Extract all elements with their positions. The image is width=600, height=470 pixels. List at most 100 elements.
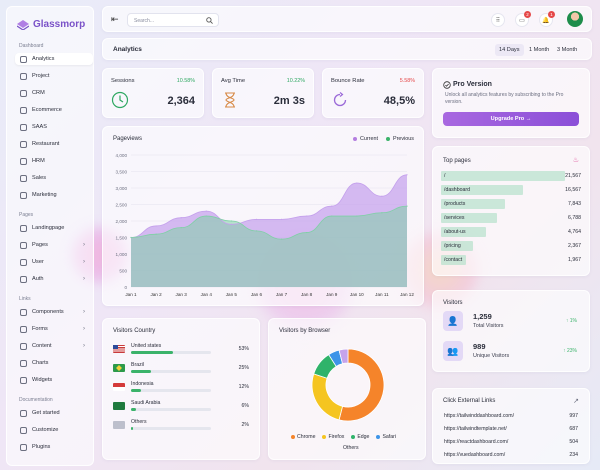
sidebar-item-project[interactable]: Project	[15, 70, 93, 82]
top-page-value: 2,367	[568, 243, 581, 249]
top-page-row[interactable]: /dashboard 16,567	[441, 185, 581, 195]
collapse-sidebar-icon[interactable]: ⇤	[111, 14, 119, 24]
top-page-row[interactable]: /about-us 4,764	[441, 227, 581, 237]
sidebar-item-sales[interactable]: Sales	[15, 172, 93, 184]
legend-previous[interactable]: Previous	[386, 136, 414, 142]
top-page-row[interactable]: /contact 1,967	[441, 255, 581, 265]
x-tick-label: Jan 4	[201, 292, 213, 297]
sidebar-item-ecommerce[interactable]: Ecommerce	[15, 104, 93, 116]
sidebar-item-plugins[interactable]: Plugins	[15, 441, 93, 453]
sidebar-item-restaurant[interactable]: Restaurant	[15, 138, 93, 150]
sidebar-item-analytics[interactable]: Analytics	[15, 53, 93, 65]
legend-safari[interactable]: Safari	[376, 434, 396, 440]
chevron-right-icon: ›	[83, 259, 85, 265]
sidebar-item-label: Landingpage	[32, 225, 65, 231]
sidebar-item-components[interactable]: Components ›	[15, 306, 93, 318]
notifications-button[interactable]: 🔔 1	[539, 11, 555, 27]
country-name: Saudi Arabia	[131, 400, 161, 406]
external-link-url[interactable]: https://reactdashboard.com/	[444, 439, 509, 445]
stat-label: Bounce Rate	[331, 78, 365, 84]
tab-3-month[interactable]: 3 Month	[557, 47, 578, 53]
messages-button[interactable]: ▭ 2	[515, 11, 531, 27]
country-row: Saudi Arabia 6%	[111, 400, 251, 416]
external-link-row[interactable]: https://tailwinddashboard.com/997	[441, 411, 581, 423]
data-point	[280, 218, 283, 220]
sidebar-item-label: Customize	[32, 427, 59, 433]
sidebar: Glassmorp Dashboard Analytics Project CRM Ec…	[6, 6, 94, 466]
donut-slice-firefox[interactable]	[311, 373, 344, 421]
chevron-right-icon: ›	[83, 242, 85, 248]
flag-us-icon	[113, 345, 125, 353]
top-page-row[interactable]: /products 7,843	[441, 199, 581, 209]
tab-1-month[interactable]: 1 Month	[529, 47, 550, 53]
donut-slice-others[interactable]	[338, 348, 349, 365]
sidebar-item-label: Charts	[32, 360, 49, 366]
stat-label: Sessions	[111, 78, 135, 84]
card-title: Top pages	[443, 158, 471, 164]
country-bar	[131, 351, 174, 354]
tab-14-days[interactable]: 14 Days	[495, 44, 524, 56]
legend-current[interactable]: Current	[353, 136, 378, 142]
x-tick-label: Jan 11	[375, 292, 389, 297]
series-line-current	[130, 174, 408, 238]
sidebar-item-marketing[interactable]: Marketing	[15, 189, 93, 201]
legend-chrome[interactable]: Chrome	[291, 434, 315, 440]
sidebar-item-auth[interactable]: Auth ›	[15, 273, 93, 285]
top-page-value: 21,567	[565, 173, 581, 179]
sidebar-item-label: Ecommerce	[32, 107, 62, 113]
legend-firefox[interactable]: Firefox	[322, 434, 344, 440]
country-percent: 6%	[241, 403, 250, 409]
sidebar-item-get-started[interactable]: Get started	[15, 407, 93, 419]
data-point	[230, 220, 232, 222]
external-link-icon[interactable]: ↗	[573, 398, 579, 405]
pageviews-card: Pageviews Current Previous 4,000 3,500 3,0…	[102, 126, 424, 306]
sidebar-item-label: Pages	[32, 242, 48, 248]
upgrade-pro-button[interactable]: Upgrade Pro →	[443, 112, 579, 126]
stat-value: 48,5%	[383, 95, 415, 107]
plugins-icon	[20, 443, 27, 451]
legend-edge[interactable]: Edge	[351, 434, 369, 440]
external-link-row[interactable]: https://reactdashboard.com/504	[441, 437, 581, 449]
card-title: Click External Links	[443, 398, 496, 404]
donut-slice-chrome[interactable]	[338, 348, 385, 422]
apps-grid-button[interactable]: ⠿	[491, 13, 505, 27]
sidebar-item-label: SAAS	[32, 124, 47, 130]
sidebar-item-content[interactable]: Content ›	[15, 340, 93, 352]
search-icon[interactable]	[206, 17, 213, 24]
sidebar-item-hrm[interactable]: HRM	[15, 155, 93, 167]
brand-logo[interactable]: Glassmorp	[17, 19, 85, 30]
cart-icon	[20, 106, 27, 114]
x-tick-label: Jan 9	[326, 292, 338, 297]
data-point	[255, 218, 258, 220]
top-page-row[interactable]: /pricing 2,367	[441, 241, 581, 251]
chart-icon	[20, 55, 27, 63]
legend-label: Current	[360, 136, 378, 142]
external-link-row[interactable]: https://vuedashboard.com/234	[441, 450, 581, 462]
external-link-url[interactable]: https://tailwinddashboard.com/	[444, 413, 515, 419]
top-page-row[interactable]: / 21,567	[441, 171, 581, 181]
sidebar-item-landingpage[interactable]: Landingpage	[15, 222, 93, 234]
top-page-row[interactable]: /services 6,788	[441, 213, 581, 223]
external-link-clicks: 687	[569, 426, 578, 432]
search-input[interactable]: Search...	[127, 13, 219, 27]
sidebar-item-charts[interactable]: Charts	[15, 357, 93, 369]
top-pages-card: Top pages ♨ / 21,567/dashboard 16,567/prod…	[432, 146, 590, 276]
sidebar-item-crm[interactable]: CRM	[15, 87, 93, 99]
card-title: Visitors	[443, 300, 463, 306]
sidebar-item-saas[interactable]: SAAS	[15, 121, 93, 133]
external-link-row[interactable]: https://tailwindtemplate.net/687	[441, 424, 581, 436]
sidebar-item-customize[interactable]: Customize	[15, 424, 93, 436]
external-link-url[interactable]: https://tailwindtemplate.net/	[444, 426, 507, 432]
pro-title: Pro Version	[453, 81, 492, 88]
sidebar-item-user[interactable]: User ›	[15, 256, 93, 268]
sidebar-item-label: Get started	[32, 410, 60, 416]
user-avatar[interactable]	[567, 11, 583, 27]
data-point	[306, 215, 308, 217]
sidebar-item-widgets[interactable]: Widgets	[15, 374, 93, 386]
data-point	[280, 238, 283, 240]
external-link-url[interactable]: https://vuedashboard.com/	[444, 452, 506, 458]
sidebar-item-pages[interactable]: Pages ›	[15, 239, 93, 251]
notifications-badge: 1	[548, 11, 555, 18]
project-icon	[20, 72, 27, 80]
sidebar-item-forms[interactable]: Forms ›	[15, 323, 93, 335]
